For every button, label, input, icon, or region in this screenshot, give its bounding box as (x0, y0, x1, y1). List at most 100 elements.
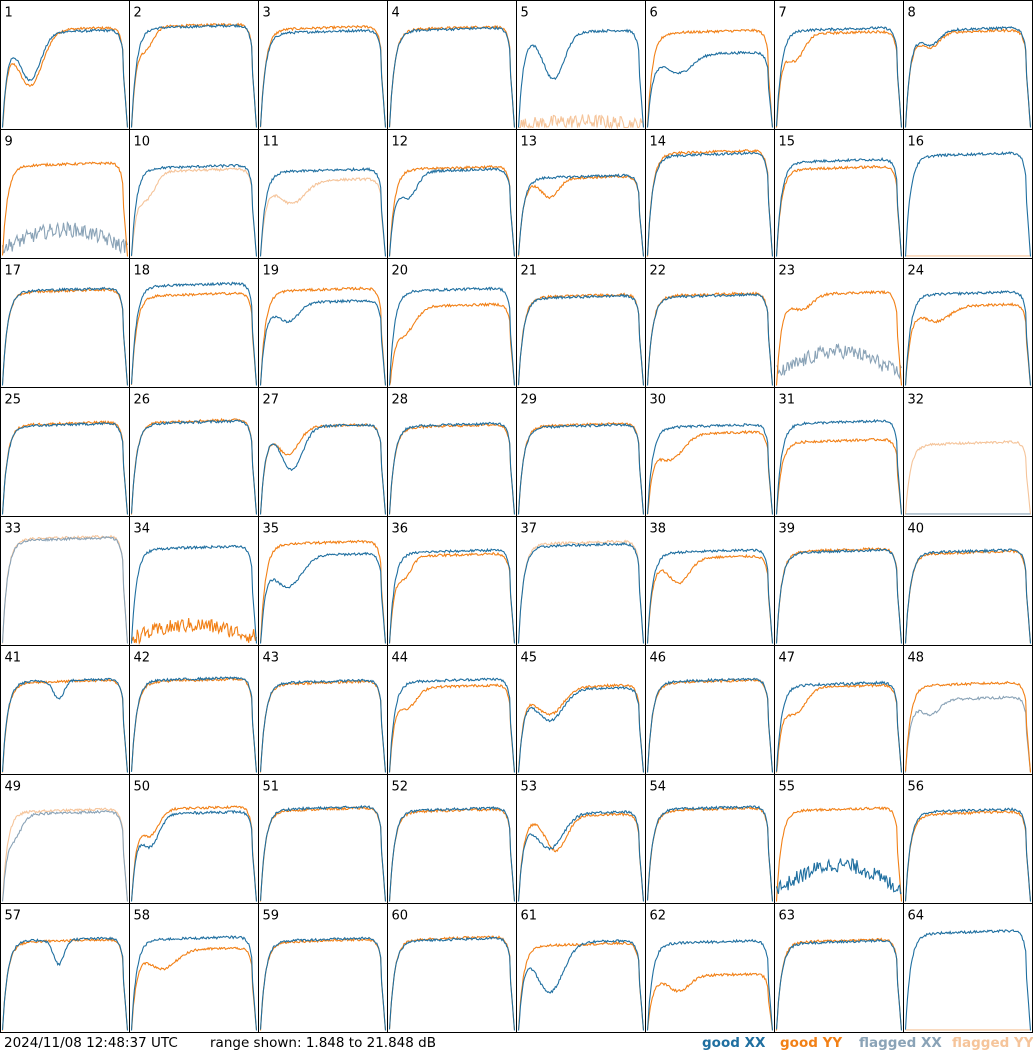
panel-label: 24 (908, 264, 925, 279)
timestamp: 2024/11/08 12:48:37 UTC (4, 1035, 178, 1051)
panel-label: 41 (5, 651, 22, 666)
panel-label: 50 (134, 780, 151, 795)
panel-1-yy-line (1, 25, 129, 128)
panel-frame (516, 387, 646, 517)
panel-33: 33 (0, 516, 130, 646)
panel-label: 43 (263, 651, 280, 666)
panel-11: 11 (258, 129, 388, 259)
panel-22-xx-line (646, 292, 774, 386)
panel-14-xx-line (646, 151, 774, 257)
panel-34-xx-line (130, 544, 258, 644)
panel-frame (516, 258, 646, 388)
panel-49-xx-line (1, 809, 129, 902)
panel-frame (903, 129, 1033, 259)
panel-label: 17 (5, 264, 22, 279)
panel-28: 28 (387, 387, 517, 517)
panel-13: 13 (516, 129, 646, 259)
panel-53-xx-line (517, 810, 645, 902)
panel-label: 34 (134, 522, 151, 537)
panel-59-xx-line (259, 936, 387, 1031)
panel-41: 41 (0, 645, 130, 775)
panel-6-yy-line (646, 28, 774, 128)
panel-frame (387, 0, 517, 130)
panel-27: 27 (258, 387, 388, 517)
panel-28-xx-line (388, 421, 516, 515)
panel-43: 43 (258, 645, 388, 775)
panel-label: 4 (392, 6, 400, 21)
panel-label: 51 (263, 780, 280, 795)
panel-frame (387, 516, 517, 646)
panel-49: 49 (0, 774, 130, 904)
panel-11-xx-line (259, 166, 387, 257)
panel-label: 30 (650, 393, 667, 408)
panel-49-yy-line (1, 807, 129, 902)
panel-35: 35 (258, 516, 388, 646)
panel-frame (387, 129, 517, 259)
panel-45: 45 (516, 645, 646, 775)
panel-label: 61 (521, 909, 538, 924)
panel-label: 48 (908, 651, 925, 666)
panel-frame (258, 516, 388, 646)
panel-label: 60 (392, 909, 409, 924)
panel-40-yy-line (904, 549, 1032, 644)
panel-24-yy-line (904, 302, 1032, 386)
panel-37: 37 (516, 516, 646, 646)
panel-frame (129, 645, 259, 775)
legend-flagged-yy: flagged YY (952, 1035, 1033, 1051)
panel-18-yy-line (130, 291, 258, 386)
panel-47: 47 (774, 645, 904, 775)
panel-frame (903, 903, 1033, 1033)
panel-label: 57 (5, 909, 22, 924)
panel-3-yy-line (259, 24, 387, 128)
panel-62-yy-line (646, 972, 774, 1031)
panel-1: 1 (0, 0, 130, 130)
panel-5-yy-line (518, 114, 645, 130)
panel-frame (774, 129, 904, 259)
panel-label: 49 (5, 780, 22, 795)
panel-14-yy-line (646, 148, 774, 257)
panel-44-xx-line (388, 677, 516, 773)
panel-18: 18 (129, 258, 259, 388)
panel-21-xx-line (517, 293, 645, 386)
panel-29: 29 (516, 387, 646, 517)
panel-38: 38 (645, 516, 775, 646)
panel-frame (516, 0, 646, 130)
panel-frame (258, 645, 388, 775)
panel-3: 3 (258, 0, 388, 130)
panel-24: 24 (903, 258, 1033, 388)
panel-56-yy-line (904, 810, 1032, 902)
panel-label: 5 (521, 6, 529, 21)
panel-label: 64 (908, 909, 925, 924)
panel-30: 30 (645, 387, 775, 517)
panel-54-yy-line (646, 806, 774, 902)
panel-13-yy-line (517, 175, 645, 257)
panel-43-xx-line (259, 678, 387, 773)
panel-label: 13 (521, 135, 538, 150)
panel-label: 22 (650, 264, 667, 279)
panel-frame (387, 258, 517, 388)
panel-32: 32 (903, 387, 1033, 517)
panel-label: 37 (521, 522, 538, 537)
panel-14: 14 (645, 129, 775, 259)
panel-label: 20 (392, 264, 409, 279)
panel-label: 47 (779, 651, 796, 666)
panel-22: 22 (645, 258, 775, 388)
panel-9: 9 (0, 129, 130, 259)
panel-58-xx-line (130, 935, 258, 1031)
panel-51-xx-line (259, 804, 387, 902)
panel-label: 25 (5, 393, 22, 408)
panel-label: 9 (5, 135, 13, 150)
panel-30-yy-line (646, 429, 774, 515)
panel-19: 19 (258, 258, 388, 388)
panel-frame (903, 0, 1033, 130)
panel-17: 17 (0, 258, 130, 388)
panel-label: 53 (521, 780, 538, 795)
panel-label: 27 (263, 393, 280, 408)
panel-28-yy-line (388, 423, 516, 515)
panel-frame (774, 387, 904, 517)
panel-50-xx-line (130, 809, 258, 902)
panel-10-xx-line (130, 163, 258, 257)
panel-label: 7 (779, 6, 787, 21)
panel-frame (903, 516, 1033, 646)
panel-13-xx-line (517, 173, 645, 257)
